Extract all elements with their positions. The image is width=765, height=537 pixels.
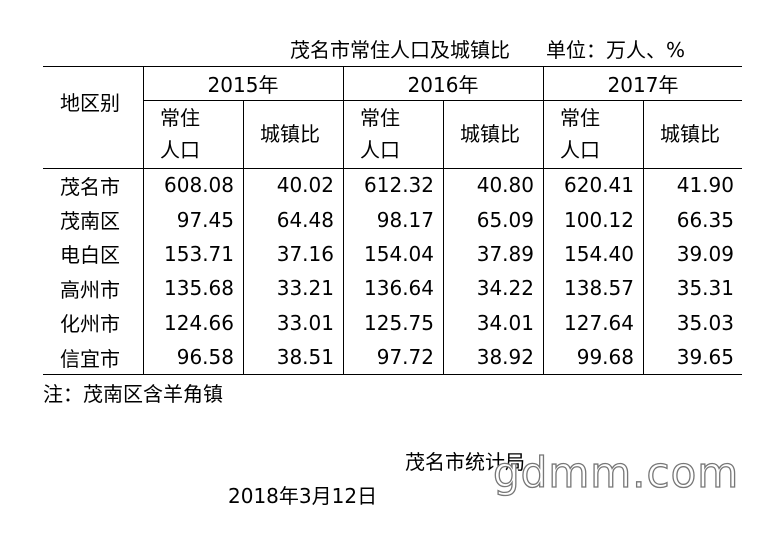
- region: 茂南区: [60, 209, 120, 234]
- unit: 单位：万人、%: [546, 38, 686, 62]
- date: 2018年3月12日: [228, 484, 378, 508]
- value-cell: 35.31: [676, 276, 734, 301]
- sub-header: 常住人口: [160, 106, 200, 162]
- rule: [643, 100, 644, 375]
- value-cell: 154.40: [564, 241, 634, 266]
- value-cell: 96.58: [176, 345, 234, 370]
- rule: [543, 66, 544, 375]
- value-cell: 33.01: [276, 310, 334, 335]
- sub-header: 城镇比: [660, 122, 720, 146]
- value-cell: 38.51: [276, 345, 334, 370]
- value-cell: 65.09: [476, 207, 534, 232]
- rule: [43, 168, 742, 169]
- value-cell: 136.64: [364, 276, 434, 301]
- rule: [143, 100, 742, 101]
- value-cell: 99.68: [576, 345, 634, 370]
- rule: [43, 66, 742, 67]
- value-cell: 124.66: [164, 310, 234, 335]
- value-cell: 620.41: [564, 173, 634, 198]
- region: 高州市: [60, 277, 120, 302]
- value-cell: 97.72: [376, 345, 434, 370]
- rule: [143, 66, 144, 375]
- region: 信宜市: [60, 346, 120, 371]
- value-cell: 153.71: [164, 241, 234, 266]
- signature: 茂名市统计局: [405, 450, 525, 474]
- value-cell: 37.89: [476, 241, 534, 266]
- rule: [443, 100, 444, 375]
- value-cell: 612.32: [364, 173, 434, 198]
- value-cell: 33.21: [276, 276, 334, 301]
- value-cell: 100.12: [564, 207, 634, 232]
- value-cell: 40.02: [276, 173, 334, 198]
- value-cell: 34.22: [476, 276, 534, 301]
- rule: [43, 374, 742, 376]
- rule: [343, 66, 344, 375]
- value-cell: 35.03: [676, 310, 734, 335]
- value-cell: 135.68: [164, 276, 234, 301]
- value-cell: 39.09: [676, 241, 734, 266]
- region: 电白区: [60, 243, 120, 268]
- value-cell: 38.92: [476, 345, 534, 370]
- value-cell: 39.65: [676, 345, 734, 370]
- sub-header: 常住人口: [560, 106, 600, 162]
- value-cell: 64.48: [276, 207, 334, 232]
- year-header: 2015年: [207, 72, 279, 97]
- value-cell: 40.80: [476, 173, 534, 198]
- sub-header: 常住人口: [360, 106, 400, 162]
- sub-header: 城镇比: [260, 122, 320, 146]
- value-cell: 125.75: [364, 310, 434, 335]
- corner-header: 地区别: [60, 90, 120, 115]
- sub-header: 城镇比: [460, 122, 520, 146]
- watermark: gdmm.com: [492, 447, 740, 497]
- value-cell: 608.08: [164, 173, 234, 198]
- region: 茂名市: [60, 174, 120, 199]
- value-cell: 127.64: [564, 310, 634, 335]
- value-cell: 34.01: [476, 310, 534, 335]
- title: 茂名市常住人口及城镇比: [290, 38, 510, 62]
- value-cell: 138.57: [564, 276, 634, 301]
- value-cell: 37.16: [276, 241, 334, 266]
- year-header: 2017年: [607, 72, 679, 97]
- region: 化州市: [60, 312, 120, 337]
- value-cell: 98.17: [376, 207, 434, 232]
- year-header: 2016年: [407, 72, 479, 97]
- value-cell: 97.45: [176, 207, 234, 232]
- footnote: 注：茂南区含羊角镇: [43, 382, 223, 406]
- value-cell: 41.90: [676, 173, 734, 198]
- value-cell: 66.35: [676, 207, 734, 232]
- rule: [243, 100, 244, 375]
- value-cell: 154.04: [364, 241, 434, 266]
